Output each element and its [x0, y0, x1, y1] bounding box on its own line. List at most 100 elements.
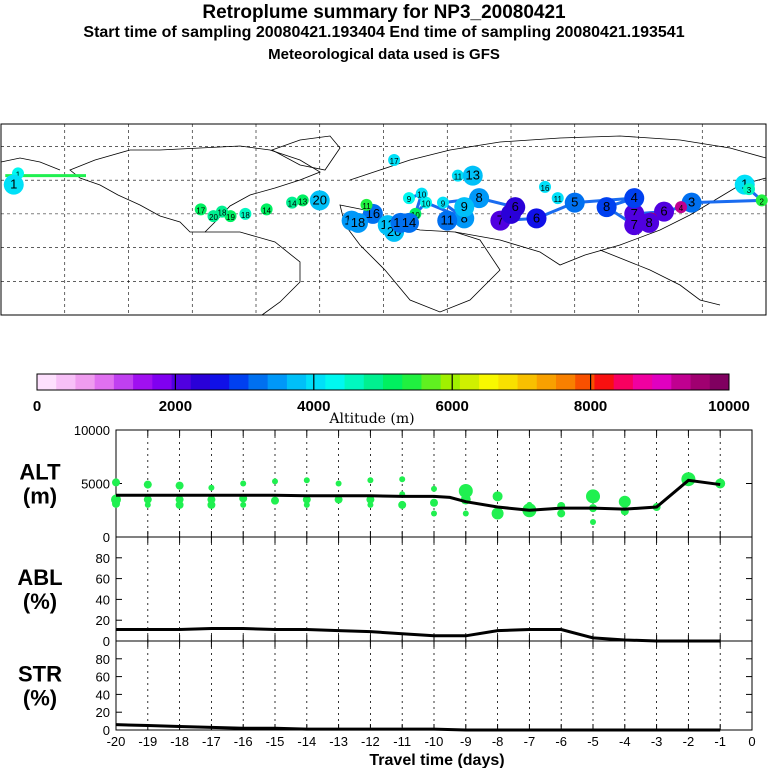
- colorbar-cell: [613, 374, 634, 390]
- colorbar-cell: [575, 374, 595, 390]
- colorbar-cell: [652, 374, 672, 390]
- plume-centroid: 10: [415, 187, 428, 200]
- plume-centroid: 17: [388, 153, 401, 166]
- plume-centroid: 4: [675, 201, 687, 214]
- colorbar-cell: [152, 374, 172, 390]
- y-tick-label: 0: [103, 723, 110, 738]
- centroid-day-label: 4: [679, 204, 684, 213]
- plume-point: [335, 480, 342, 487]
- colorbar-cell: [440, 374, 461, 390]
- meteo-source: Meteorological data used is GFS: [268, 46, 500, 63]
- plume-centroid: 13: [462, 165, 483, 186]
- colorbar-tick-label: 6000: [436, 398, 469, 415]
- centroid-marker: [624, 215, 645, 236]
- colorbar-cell: [594, 374, 615, 390]
- plume-point: [144, 501, 151, 508]
- plume-point: [367, 501, 374, 508]
- colorbar-cell: [171, 374, 192, 390]
- x-tick-labels: -20 -19 -18 -17 -16 -15 -14 -13 -12 -11 -10 -9 -8 -7-…: [107, 734, 756, 749]
- x-tick-label: -19: [138, 734, 157, 749]
- colorbar-cell: [671, 374, 691, 390]
- panel-label-name: ABL: [17, 565, 62, 590]
- plume-centroid: 7: [624, 215, 645, 236]
- centroid-day-label: 11: [441, 213, 455, 228]
- colorbar-cells: [37, 374, 730, 390]
- plume-centroid: 16: [539, 180, 551, 193]
- colorbar-cell: [498, 374, 518, 390]
- colorbar-tick-label: 0: [33, 398, 41, 415]
- y-tick-label: 20: [96, 613, 110, 628]
- x-axis-label: Travel time (days): [369, 752, 504, 768]
- centroid-marker: [462, 165, 483, 186]
- x-tick-label: -11: [393, 734, 411, 749]
- x-tick-label: -17: [202, 734, 221, 749]
- y-tick-label: 80: [96, 652, 110, 667]
- plume-point: [112, 478, 120, 487]
- centroid-day-label: 3: [688, 195, 695, 210]
- centroid-marker: [403, 192, 415, 205]
- x-tick-label: -9: [460, 734, 472, 749]
- centroid-day-label: 9: [441, 200, 446, 209]
- panel-label-unit: (m): [23, 484, 57, 509]
- colorbar-tick-label: 10000: [708, 398, 750, 415]
- centroid-day-label: 14: [402, 215, 416, 230]
- centroid-day-label: 18: [351, 215, 365, 230]
- centroid-marker: [551, 192, 564, 205]
- panel-abl: 80 60 40 20 0 ABL(%): [17, 536, 753, 649]
- colorbar-cell: [190, 374, 211, 390]
- colorbar-cell: [286, 374, 307, 390]
- colorbar-cell: [325, 374, 345, 390]
- plume-centroids: 1323467587845677689810101091617181220171…: [3, 153, 768, 242]
- y-tick-label: 0: [103, 634, 110, 649]
- plume-point: [207, 500, 216, 509]
- x-tick-label: -1: [714, 734, 726, 749]
- centroid-marker: [360, 198, 373, 211]
- plume-centroid: 20: [207, 210, 220, 223]
- plume-point: [240, 501, 247, 508]
- x-tick-label: -3: [651, 734, 663, 749]
- plume-point: [175, 481, 184, 490]
- x-tick-label: -7: [524, 734, 536, 749]
- colorbar-cell: [306, 374, 326, 390]
- plume-centroid: 6: [505, 197, 526, 218]
- centroid-marker: [743, 183, 755, 196]
- panel-str: 80 60 40 20 0 STR(%): [18, 640, 753, 738]
- y-tick-label: 5000: [81, 477, 110, 492]
- y-tick-label: 80: [96, 551, 110, 566]
- greenland-coast: [271, 135, 341, 171]
- colorbar-frame: [36, 373, 730, 391]
- centroid-marker: [505, 197, 526, 218]
- centroid-day-label: 8: [646, 215, 653, 230]
- colorbar-label: Altitude (m): [328, 411, 414, 427]
- x-tick-label: -20: [107, 734, 126, 749]
- x-tick-label: -2: [683, 734, 695, 749]
- plume-point: [492, 491, 503, 502]
- plume-point: [366, 495, 375, 504]
- centroid-day-label: 11: [454, 173, 463, 182]
- plume-point: [618, 495, 631, 508]
- plume-centroid: 17: [194, 203, 207, 216]
- plume-point: [303, 477, 310, 484]
- centroid-day-label: 8: [461, 210, 468, 225]
- colorbar-cell: [479, 374, 499, 390]
- asia-south-coast: [454, 177, 767, 266]
- south-america-coast: [205, 231, 301, 316]
- y-tick-label: 60: [96, 572, 110, 587]
- panel-frame: [115, 536, 753, 642]
- centroid-marker: [526, 208, 547, 229]
- y-tick-label: 40: [96, 592, 110, 607]
- x-tick-label: -8: [492, 734, 504, 749]
- chart-title: Retroplume summary for NP3_20080421: [202, 2, 566, 23]
- centroid-marker: [415, 187, 428, 200]
- plume-point: [557, 509, 566, 518]
- colorbar-tick-label: 8000: [574, 398, 607, 415]
- x-tick-label: -4: [619, 734, 631, 749]
- centroid-marker: [388, 153, 401, 166]
- y-tick-label: 0: [103, 530, 110, 545]
- centroid-day-label: 11: [554, 195, 563, 204]
- colorbar-cell: [363, 374, 384, 390]
- plume-point: [334, 495, 343, 504]
- centroid-marker: [399, 212, 419, 233]
- centroid-marker: [437, 210, 458, 231]
- colorbar-cell: [383, 374, 403, 390]
